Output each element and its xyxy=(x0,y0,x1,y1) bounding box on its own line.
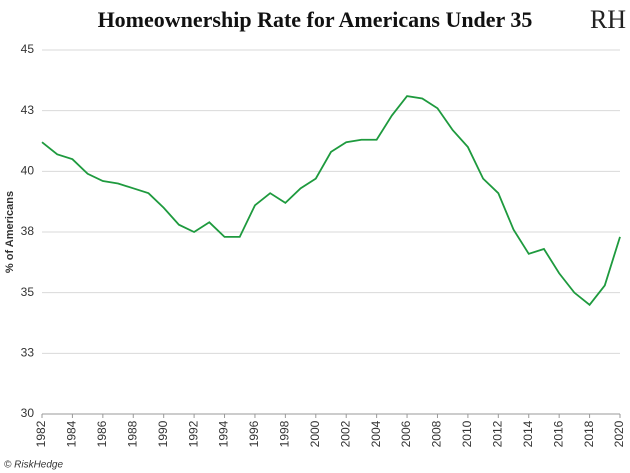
y-tick-label: 43 xyxy=(21,103,35,117)
y-axis-label: % of Americans xyxy=(4,191,16,273)
x-tick-label: 1994 xyxy=(217,420,231,447)
x-tick-label: 2020 xyxy=(612,420,626,447)
x-tick-label: 1992 xyxy=(186,420,200,447)
data-line xyxy=(41,95,621,307)
x-tick-label: 2012 xyxy=(490,420,504,447)
source: © RiskHedge xyxy=(4,460,63,471)
x-tick-label: 2000 xyxy=(308,420,322,447)
x-tick-label: 2004 xyxy=(369,420,383,447)
x-tick-label: 2008 xyxy=(430,420,444,447)
x-tick-label: 1986 xyxy=(95,420,109,447)
x-tick-label: 1988 xyxy=(125,420,139,447)
x-tick-label: 2016 xyxy=(551,420,565,447)
x-tick-label: 1996 xyxy=(247,420,261,447)
x-tick-label: 1998 xyxy=(278,420,292,447)
y-tick-label: 30 xyxy=(21,406,35,420)
y-tick-label: 38 xyxy=(21,224,35,238)
x-tick-label: 1990 xyxy=(156,420,170,447)
x-tick-label: 1984 xyxy=(65,420,79,447)
x-tick-label: 2018 xyxy=(582,420,596,447)
x-tick-label: 1982 xyxy=(34,420,48,447)
chart-title: Homeownership Rate for Americans Under 3… xyxy=(98,7,533,32)
x-tick-label: 2006 xyxy=(399,420,413,447)
x-tick-label: 2010 xyxy=(460,420,474,447)
x-tick-label: 2002 xyxy=(338,420,352,447)
y-tick-label: 35 xyxy=(21,285,35,299)
logo: RH xyxy=(590,5,626,34)
y-tick-label: 40 xyxy=(21,164,35,178)
y-tick-label: 45 xyxy=(21,42,35,56)
y-tick-label: 33 xyxy=(21,346,35,360)
x-tick-label: 2014 xyxy=(521,420,535,447)
